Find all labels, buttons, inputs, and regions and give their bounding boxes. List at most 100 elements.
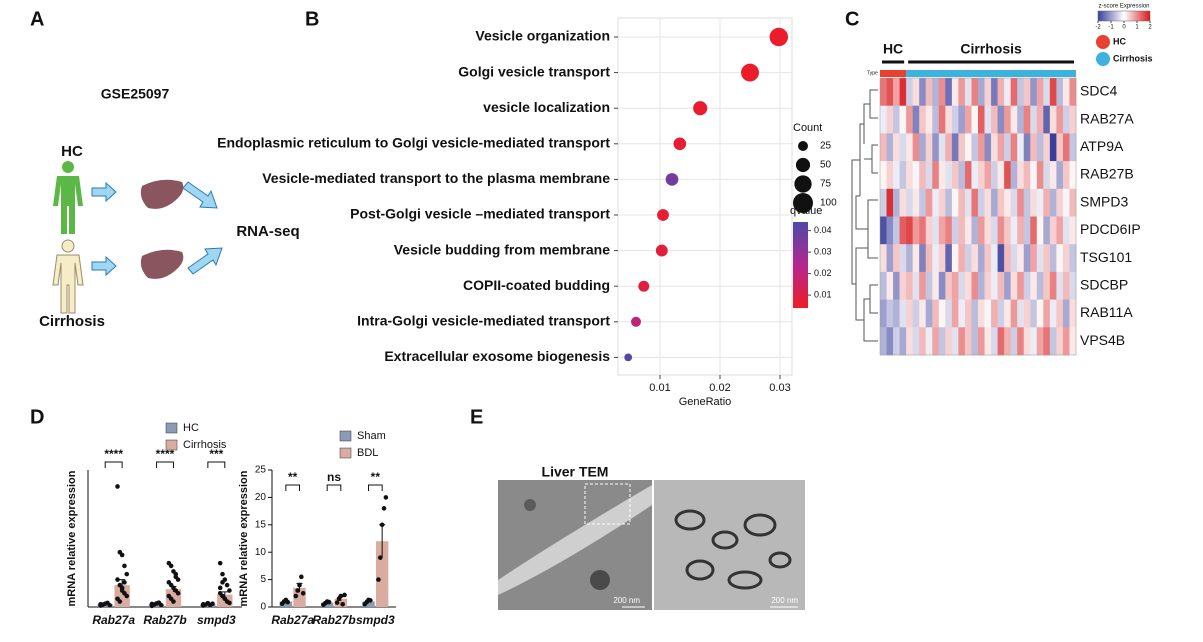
heatmap-cell [893,327,900,356]
heatmap-cell [912,299,920,328]
heatmap-cell [893,161,900,190]
heatmap-cell [1017,78,1025,106]
y-tick-label: 15 [255,519,267,530]
heatmap-cell [1062,271,1070,300]
panel-letter: D [30,406,44,428]
data-point [381,506,387,511]
heatmap-cell [1056,299,1064,328]
heatmap-cell [919,244,927,273]
point [673,137,687,151]
heatmap-cell [919,216,927,245]
heatmap-cell [919,105,927,134]
heatmap-cell [925,188,933,217]
heatmap-cell [984,161,992,190]
heatmap-cell [880,188,887,217]
heatmap-cell [991,299,998,328]
heatmap-cell [886,244,894,273]
heatmap-cell [1030,216,1038,245]
heatmap-cell [991,271,998,300]
heatmap-cell [991,244,998,273]
data-point [115,577,120,582]
heatmap-cell [880,299,887,328]
heatmap-cell [1023,133,1031,162]
heatmap-cell [893,188,900,217]
legend-label: Cirrhosis [1113,53,1153,63]
heatmap-cell [932,105,940,134]
heatmap-cell [912,78,920,106]
legend-label: 50 [820,160,832,171]
heatmap-cell [1043,299,1051,328]
heatmap-cell [964,78,972,106]
legend-marker [794,175,812,193]
heatmap-cell [1004,105,1011,134]
heatmap-cell [991,327,998,356]
heatmap-cell [945,244,953,273]
significance-bracket [368,484,383,491]
data-point [115,484,120,489]
heatmap-cell [919,133,927,162]
heatmap-cell [886,188,894,217]
heatmap-cell [912,244,920,273]
heatmap-cell [1023,299,1031,328]
panel-letter: B [305,8,319,30]
heatmap-cell [971,216,979,245]
legend-marker [793,193,813,213]
y-tick-label: COPII-coated budding [463,277,610,293]
heatmap-cell [906,78,913,106]
heatmap-cell [991,78,998,106]
legend-label: Cirrhosis [183,439,227,451]
heatmap-cell [991,216,998,245]
row-label: RAB27B [1080,166,1134,182]
heatmap-cell [1004,299,1011,328]
heatmap-cell [1049,78,1057,106]
point [741,63,759,82]
significance-bracket [326,484,342,491]
heatmap-cell [1069,188,1077,217]
heatmap-cell [1069,299,1077,328]
heatmap-cell [1069,105,1077,134]
heatmap-cell [958,161,966,190]
y-tick-label: Vesicle-mediated transport to the plasma… [262,170,610,186]
heatmap-cell [1017,105,1025,134]
heatmap-cell [958,105,966,134]
heatmap-cell [951,216,959,245]
legend-title: qvalue [790,205,822,217]
data-point [124,571,130,577]
heatmap-cell [932,327,940,356]
heatmap-cell [964,161,972,190]
heatmap-cell [919,188,927,217]
heatmap-cell [945,299,953,328]
heatmap-cell [1004,133,1011,162]
heatmap-cell [912,271,920,300]
significance-bracket [207,461,226,468]
heatmap-cell [1010,188,1018,217]
heatmap-cell [1010,105,1018,134]
heatmap-cell [1056,105,1064,134]
significance-label: **** [104,447,123,461]
heatmap-cell [925,105,933,134]
heatmap-cell [906,327,913,356]
heatmap-cell [938,78,946,106]
heatmap-cell [997,271,1005,300]
legend-label: 100 [820,198,837,209]
data-point [171,599,176,604]
data-point [376,577,381,582]
colorbar-label: 0.01 [814,289,832,299]
heatmap-cell [938,161,946,190]
heatmap-cell [919,327,927,356]
data-point [227,600,232,606]
heatmap-cell [1010,161,1018,190]
heatmap-cell [1043,78,1051,106]
heatmap-cell [925,133,933,162]
heatmap-cell [1036,299,1044,328]
legend-label: HC [1113,36,1126,46]
y-tick-label: 0 [260,602,266,613]
legend-title: Count [793,122,822,134]
heatmap-cell [991,188,998,217]
row-label: ATP9A [1080,138,1124,154]
heatmap-cell [925,299,933,328]
heatmap-cell [997,299,1005,328]
heatmap-cell [880,271,887,300]
heatmap-cell [1056,271,1064,300]
